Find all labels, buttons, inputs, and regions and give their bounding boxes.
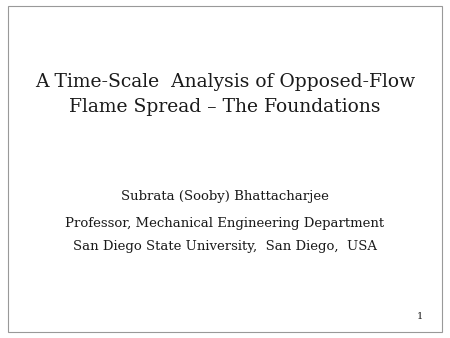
Text: Subrata (Sooby) Bhattacharjee: Subrata (Sooby) Bhattacharjee <box>121 190 329 202</box>
Text: 1: 1 <box>417 312 423 321</box>
Text: San Diego State University,  San Diego,  USA: San Diego State University, San Diego, U… <box>73 240 377 253</box>
Text: A Time-Scale  Analysis of Opposed-Flow
Flame Spread – The Foundations: A Time-Scale Analysis of Opposed-Flow Fl… <box>35 73 415 116</box>
Text: Professor, Mechanical Engineering Department: Professor, Mechanical Engineering Depart… <box>65 217 385 230</box>
